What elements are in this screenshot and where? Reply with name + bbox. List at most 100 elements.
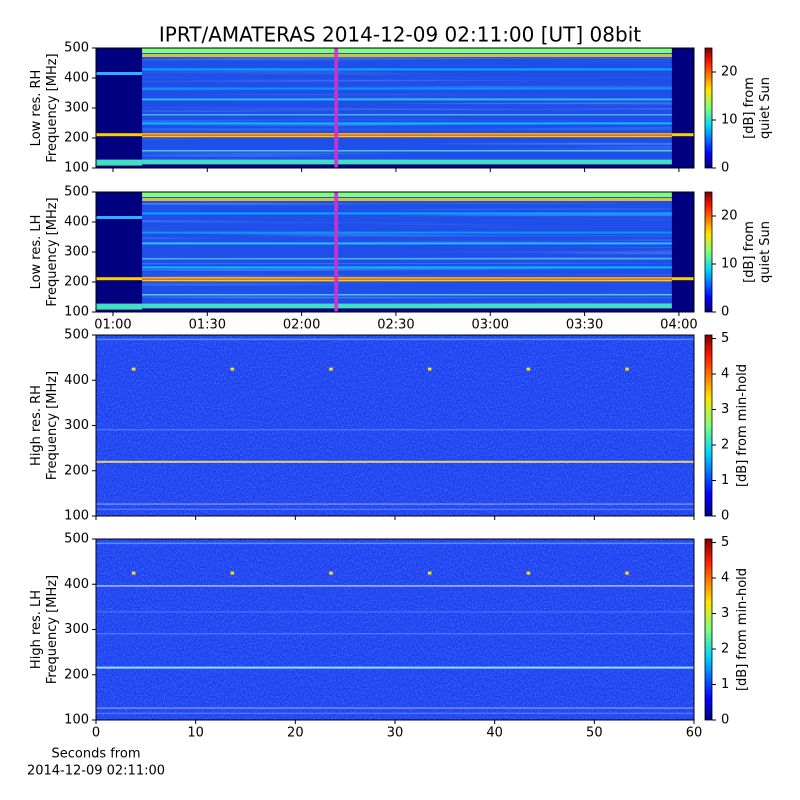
- time-marker: [334, 48, 339, 168]
- y-tick-label: 500: [64, 185, 89, 200]
- spectral-band: [96, 72, 143, 75]
- spectrogram: [96, 192, 694, 312]
- spectral-band: [96, 159, 694, 166]
- spectral-band: [96, 242, 694, 245]
- colorbar-tick-label: 10: [721, 113, 738, 128]
- y-tick-label: 200: [64, 463, 89, 478]
- y-axis-label-line: Frequency [MHz]: [45, 53, 60, 162]
- x-tick-label: 0: [92, 726, 100, 741]
- colorbar-label-line: [dB] from min-hold: [735, 364, 750, 487]
- spectral-band: [96, 192, 143, 312]
- spectral-band: [96, 192, 694, 197]
- spectral-band: [96, 278, 694, 280]
- y-axis-label: High res. LHFrequency [MHz]: [29, 575, 60, 684]
- spectral-band: [96, 48, 143, 168]
- spectral-band: [96, 712, 694, 714]
- colorbar: [704, 334, 713, 517]
- x-axis-label: Seconds from: [51, 747, 140, 762]
- spectral-band: [329, 367, 333, 371]
- spectral-band: [526, 367, 531, 371]
- y-tick-label: 400: [64, 71, 89, 86]
- y-tick-label: 100: [64, 161, 89, 176]
- spectral-band: [671, 277, 694, 281]
- spectral-band: [230, 367, 235, 371]
- spectrogram: [96, 48, 694, 168]
- spectral-band: [96, 114, 694, 116]
- y-tick-label: 400: [64, 577, 89, 592]
- x-tick-label: 10: [187, 726, 204, 741]
- spectral-band: [96, 429, 694, 431]
- spectral-band: [96, 308, 694, 312]
- colorbar-tick-label: 5: [721, 331, 729, 346]
- spectral-band: [671, 133, 694, 137]
- y-tick-label: 300: [64, 418, 89, 433]
- spectral-band: [96, 294, 694, 296]
- x-tick-label: 02:30: [377, 318, 414, 333]
- spectral-band: [96, 134, 694, 136]
- spectral-band: [427, 367, 432, 371]
- spectral-band: [96, 198, 694, 201]
- y-tick-label: 200: [64, 275, 89, 290]
- spectral-band: [96, 48, 694, 53]
- y-tick-label: 100: [64, 713, 89, 728]
- spectral-band: [96, 164, 694, 168]
- spectral-band: [526, 571, 531, 575]
- y-tick-label: 300: [64, 622, 89, 637]
- noise: [96, 48, 694, 168]
- colorbar-tick-label: 0: [721, 305, 729, 320]
- spectral-band: [96, 460, 694, 463]
- spectral-band: [96, 231, 694, 234]
- y-axis-label-line: Frequency [MHz]: [45, 371, 60, 480]
- spectral-band: [625, 571, 629, 575]
- spectral-band: [96, 87, 694, 90]
- colorbar-label-line: quiet Sun: [758, 221, 773, 283]
- x-tick-label: 02:00: [283, 318, 320, 333]
- spectral-band: [96, 503, 694, 505]
- colorbar-label-line: [dB] from min-hold: [735, 568, 750, 691]
- spectral-band: [671, 48, 694, 168]
- y-tick-label: 400: [64, 215, 89, 230]
- spectral-band: [131, 571, 136, 575]
- colorbar-tick-label: 20: [721, 65, 738, 80]
- y-axis-label-line: Low res. LH: [29, 215, 44, 290]
- y-axis-label: Low res. LHFrequency [MHz]: [29, 197, 60, 306]
- y-axis-label: Low res. RHFrequency [MHz]: [29, 53, 60, 162]
- colorbar: [704, 191, 713, 313]
- y-tick-label: 300: [64, 245, 89, 260]
- spectral-band: [96, 633, 694, 635]
- spectral-band: [96, 303, 694, 310]
- spectrogram: [96, 335, 694, 516]
- colorbar-label: [dB] fromquiet Sun: [742, 221, 773, 283]
- colorbar-label: [dB] from min-hold: [735, 568, 750, 691]
- x-axis-label: 2014-12-09 02:11:00: [27, 764, 165, 779]
- y-tick-label: 100: [64, 509, 89, 524]
- colorbar-label: [dB] fromquiet Sun: [742, 77, 773, 139]
- spectral-band: [427, 571, 432, 575]
- y-axis-label: High res. RHFrequency [MHz]: [29, 371, 60, 480]
- colorbar-tick-label: 3: [721, 402, 729, 417]
- spectral-band: [96, 707, 694, 709]
- colorbar-tick-label: 4: [721, 571, 729, 586]
- noise: [96, 539, 694, 720]
- colorbar-tick-label: 0: [721, 713, 729, 728]
- spectral-band: [96, 68, 694, 71]
- x-tick-label: 01:00: [94, 318, 131, 333]
- spectral-band: [96, 122, 694, 125]
- colorbar-tick-label: 0: [721, 161, 729, 176]
- x-tick-label: 30: [387, 726, 404, 741]
- y-axis-label-line: Low res. RH: [29, 70, 44, 147]
- spectral-band: [329, 571, 333, 575]
- colorbar-label-line: quiet Sun: [758, 77, 773, 139]
- time-marker: [334, 192, 339, 312]
- colorbar-tick-label: 1: [721, 473, 729, 488]
- y-axis-label-line: Frequency [MHz]: [45, 197, 60, 306]
- colorbar-label: [dB] from min-hold: [735, 364, 750, 487]
- colorbar: [704, 47, 713, 169]
- colorbar-tick-label: 2: [721, 438, 729, 453]
- spectral-band: [96, 277, 143, 281]
- spectral-band: [96, 212, 694, 215]
- spectral-band: [96, 542, 694, 545]
- x-tick-label: 03:30: [566, 318, 603, 333]
- x-tick-label: 50: [586, 726, 603, 741]
- x-tick-label: 03:00: [472, 318, 509, 333]
